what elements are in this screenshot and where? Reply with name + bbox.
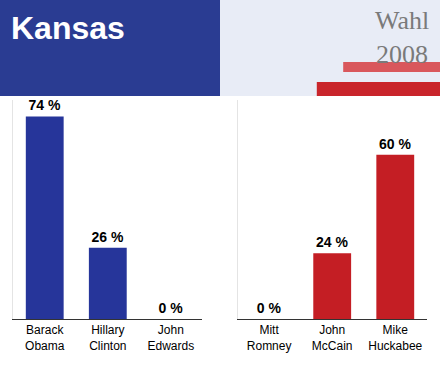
svg-text:74 %: 74 % bbox=[28, 97, 60, 113]
svg-text:HillaryClinton: HillaryClinton bbox=[89, 323, 126, 353]
svg-text:BarackObama: BarackObama bbox=[25, 323, 65, 353]
svg-text:26 %: 26 % bbox=[92, 229, 124, 245]
svg-text:JohnEdwards: JohnEdwards bbox=[148, 323, 195, 353]
svg-text:JohnMcCain: JohnMcCain bbox=[312, 323, 353, 353]
svg-text:60 %: 60 % bbox=[379, 136, 411, 152]
svg-text:24 %: 24 % bbox=[316, 234, 348, 250]
svg-text:MikeHuckabee: MikeHuckabee bbox=[368, 323, 422, 353]
svg-text:Kansas: Kansas bbox=[11, 10, 125, 46]
svg-text:Wahl2008: Wahl2008 bbox=[375, 6, 429, 69]
svg-text:MittRomney: MittRomney bbox=[247, 323, 292, 353]
svg-text:0 %: 0 % bbox=[257, 300, 282, 316]
svg-text:0 %: 0 % bbox=[159, 300, 184, 316]
